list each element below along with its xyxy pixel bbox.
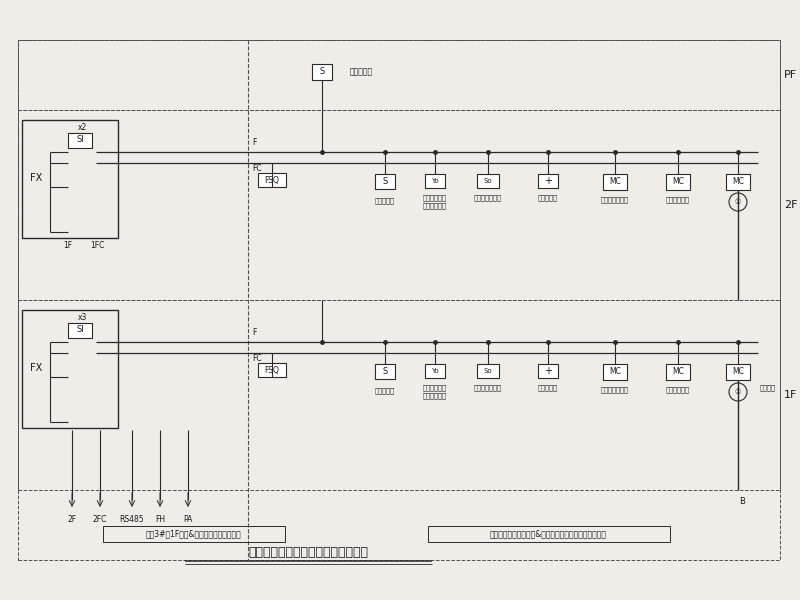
Text: ①: ① (735, 389, 741, 395)
Text: 引自3#楼1F消防&安防中心火灾报警设备: 引自3#楼1F消防&安防中心火灾报警设备 (145, 529, 241, 539)
Bar (538, 364, 558, 378)
Text: FSQ: FSQ (265, 175, 279, 185)
Text: 切断非消防电源: 切断非消防电源 (601, 386, 629, 392)
Bar (425, 364, 445, 378)
Bar (258, 363, 286, 377)
Bar (603, 364, 627, 380)
Bar (312, 64, 332, 80)
Text: 1F: 1F (63, 241, 73, 250)
Text: 值守电话插孔: 值守电话插孔 (423, 202, 447, 209)
Text: PF: PF (784, 70, 797, 80)
Text: MC: MC (609, 178, 621, 187)
Bar (375, 364, 395, 379)
Text: x2: x2 (78, 124, 86, 133)
Bar (258, 173, 286, 187)
Text: MC: MC (672, 178, 684, 187)
Text: 值守电话插孔: 值守电话插孔 (423, 392, 447, 398)
Bar (666, 364, 690, 380)
Text: ①: ① (735, 199, 741, 205)
Text: 感烟探测器: 感烟探测器 (375, 197, 395, 203)
Bar (726, 174, 750, 190)
Text: 火灾声光报警器: 火灾声光报警器 (474, 384, 502, 391)
Text: +: + (544, 176, 552, 186)
Text: 位于电井: 位于电井 (760, 384, 776, 391)
Bar (18, 110, 780, 300)
Bar (603, 174, 627, 190)
Text: x3: x3 (78, 313, 86, 323)
Bar (22, 310, 118, 428)
Bar (68, 323, 92, 338)
Text: 手动报警按钒: 手动报警按钒 (423, 194, 447, 200)
Text: 1F: 1F (784, 390, 798, 400)
Text: MC: MC (609, 367, 621, 377)
Bar (18, 300, 780, 490)
Text: SI: SI (76, 136, 84, 145)
Text: MC: MC (672, 367, 684, 377)
Text: 接通应急照明: 接通应急照明 (666, 386, 690, 392)
Text: 火灾自动报警及消防联动控制系统图: 火灾自动报警及消防联动控制系统图 (248, 547, 368, 559)
Text: 手动报警按钒: 手动报警按钒 (423, 384, 447, 391)
Text: Yo: Yo (431, 178, 439, 184)
Bar (18, 40, 780, 110)
Text: 消火按钒纽: 消火按钒纽 (538, 194, 558, 200)
Text: MC: MC (732, 178, 744, 187)
Bar (477, 174, 499, 188)
Text: 2F: 2F (784, 200, 798, 210)
Bar (428, 526, 670, 542)
Text: 火灾声光报警器: 火灾声光报警器 (474, 194, 502, 200)
Text: SI: SI (76, 325, 84, 335)
Bar (103, 526, 285, 542)
Text: So: So (484, 368, 492, 374)
Bar (726, 364, 750, 380)
Text: S: S (319, 67, 325, 76)
Text: FC: FC (252, 354, 262, 363)
Text: PA: PA (183, 515, 193, 524)
Text: S: S (382, 176, 388, 185)
Bar (666, 174, 690, 190)
Text: FX: FX (30, 363, 42, 373)
Text: 公共广播主机位于消防&安防中心，由甲方根据需要调整: 公共广播主机位于消防&安防中心，由甲方根据需要调整 (490, 529, 606, 539)
Bar (18, 40, 780, 560)
Text: 消火按钒纽: 消火按钒纽 (538, 384, 558, 391)
Text: 接通应急照明: 接通应急照明 (666, 196, 690, 203)
Text: FX: FX (30, 173, 42, 183)
Text: FC: FC (252, 164, 262, 173)
Text: So: So (484, 178, 492, 184)
Bar (477, 364, 499, 378)
Bar (22, 120, 118, 238)
Bar (68, 133, 92, 148)
Text: 2FC: 2FC (93, 515, 107, 524)
Bar (425, 174, 445, 188)
Text: MC: MC (732, 367, 744, 377)
Text: RS485: RS485 (120, 515, 144, 524)
Text: 1FC: 1FC (90, 241, 104, 250)
Bar (538, 174, 558, 188)
Text: F: F (252, 138, 256, 147)
Text: F: F (252, 328, 256, 337)
Text: FSQ: FSQ (265, 365, 279, 374)
Text: 切断非消防电源: 切断非消防电源 (601, 196, 629, 203)
Text: Yo: Yo (431, 368, 439, 374)
Bar (375, 174, 395, 189)
Text: S: S (382, 367, 388, 376)
Text: +: + (544, 366, 552, 376)
Text: 2F: 2F (67, 515, 77, 524)
Text: 感烟探测器: 感烟探测器 (375, 387, 395, 394)
Text: FH: FH (155, 515, 165, 524)
Text: B: B (739, 497, 745, 506)
Text: 感烟探测器: 感烟探测器 (350, 67, 373, 76)
